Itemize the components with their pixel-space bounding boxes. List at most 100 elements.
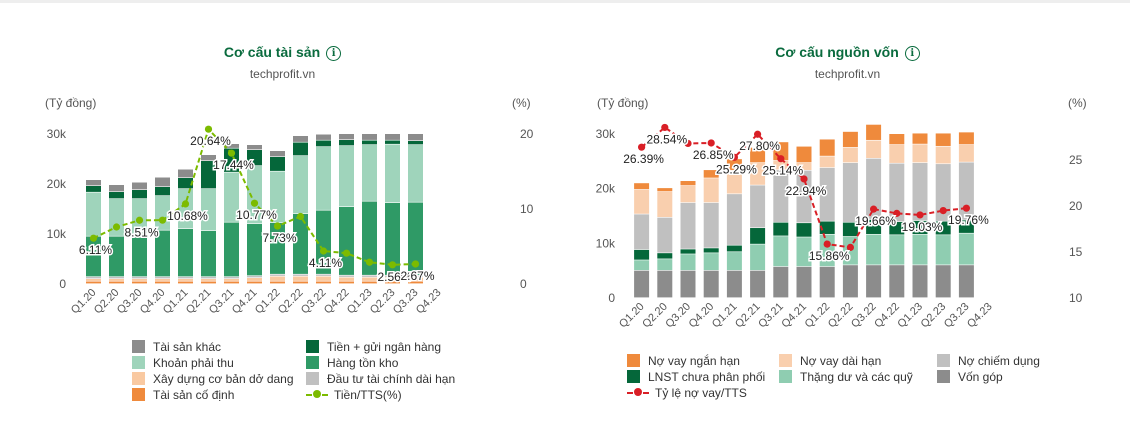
- left-tick-label: 20k: [596, 182, 616, 196]
- legend-swatch: [132, 340, 145, 353]
- bar-segment: [316, 147, 331, 210]
- bar-segment: [408, 277, 423, 281]
- bar-segment: [293, 142, 308, 156]
- bar-segment: [680, 185, 696, 203]
- bar-segment: [657, 270, 673, 298]
- bar-segment: [726, 194, 742, 245]
- legend-item[interactable]: Đầu tư tài chính dài hạn: [306, 372, 455, 386]
- legend-swatch: [132, 372, 145, 385]
- data-label: 27.80%: [739, 139, 780, 153]
- legend-item[interactable]: Tỷ lệ nợ vay/TTS: [627, 386, 747, 400]
- bar-segment: [796, 170, 812, 223]
- bar-segment: [408, 134, 423, 141]
- bar-segment: [362, 201, 377, 275]
- bar-segment: [86, 236, 101, 277]
- bar-segment: [842, 222, 858, 237]
- category-tick-label: Q1.22: [803, 301, 833, 331]
- bar-segment: [408, 275, 423, 277]
- bar-segment: [889, 163, 905, 222]
- legend-label: Tiền/TTS(%): [334, 388, 402, 402]
- left-tick-label: 30k: [47, 127, 67, 141]
- bar-segment: [958, 162, 974, 220]
- bar-segment: [247, 166, 262, 224]
- bar-segment: [680, 181, 696, 186]
- ratio-point: [89, 234, 98, 242]
- bar-segment: [362, 145, 377, 201]
- bar-segment: [634, 270, 650, 298]
- category-tick-label: Q2.23: [368, 287, 398, 317]
- bar-segment: [109, 199, 124, 236]
- bar-segment: [224, 144, 239, 148]
- legend-item[interactable]: Hàng tồn kho: [306, 356, 398, 370]
- bar-segment: [889, 144, 905, 163]
- bar-segment: [842, 147, 858, 163]
- category-tick-label: Q1.22: [253, 287, 283, 317]
- bar-segment: [339, 146, 354, 207]
- category-tick-label: Q3.22: [849, 301, 879, 331]
- bar-segment: [270, 274, 285, 276]
- legend-item[interactable]: Xây dựng cơ bản dở dang: [132, 372, 294, 386]
- legend-item[interactable]: Tài sản khác: [132, 340, 221, 354]
- ratio-point: [342, 249, 351, 257]
- bar-segment: [819, 234, 835, 267]
- category-tick-label: Q3.20: [115, 287, 145, 317]
- bar-segment: [385, 281, 400, 284]
- legend-label: Nợ chiếm dụng: [958, 354, 1040, 368]
- ratio-point: [227, 149, 236, 157]
- category-tick-label: Q3.22: [299, 287, 329, 317]
- legend-item[interactable]: LNST chưa phân phối: [627, 370, 765, 384]
- legend-label: Tỷ lệ nợ vay/TTS: [655, 386, 747, 400]
- legend-item[interactable]: Tiền/TTS(%): [306, 388, 402, 402]
- category-tick-label: Q3.23: [391, 287, 421, 317]
- legend-item[interactable]: Thặng dư và các quỹ: [779, 370, 913, 384]
- legend-item[interactable]: Tiền + gửi ngân hàng: [306, 340, 441, 354]
- info-icon[interactable]: i: [326, 46, 342, 61]
- bar-segment: [726, 159, 742, 171]
- bar-segment: [247, 281, 262, 284]
- bar-segment: [935, 164, 951, 221]
- data-label: 2.56%: [377, 270, 411, 284]
- bar-segment: [889, 222, 905, 235]
- left-tick-label: 0: [608, 291, 615, 305]
- bar-segment: [293, 136, 308, 142]
- bar-segment: [362, 281, 377, 284]
- legend-line-icon: [306, 388, 328, 401]
- bar-segment: [935, 235, 951, 265]
- legend-item[interactable]: Tài sản cố định: [132, 388, 234, 402]
- bar-segment: [293, 281, 308, 284]
- bar-segment: [178, 169, 193, 178]
- ratio-point: [730, 153, 738, 161]
- legend-item[interactable]: Nợ vay dài hạn: [779, 354, 881, 368]
- bar-segment: [270, 281, 285, 284]
- legend-item[interactable]: Khoản phải thu: [132, 356, 234, 370]
- panel-title: Cơ cấu tài sản i: [0, 44, 565, 61]
- legend-swatch: [627, 354, 640, 367]
- legend-item[interactable]: Nợ chiếm dụng: [937, 354, 1040, 368]
- asset-structure-panel: Cơ cấu tài sản i techprofit.vn (Tỷ đồng) (…: [0, 44, 565, 402]
- legend-item[interactable]: Nợ vay ngắn hạn: [627, 354, 740, 368]
- left-axis-unit: (Tỷ đồng): [45, 96, 96, 110]
- bar-segment: [155, 281, 170, 284]
- ratio-point: [365, 258, 374, 266]
- category-tick-label: Q2.20: [92, 287, 122, 317]
- bar-segment: [362, 277, 377, 281]
- bar-segment: [819, 167, 835, 221]
- ratio-point: [112, 223, 121, 231]
- ratio-point: [204, 125, 213, 133]
- bar-segment: [385, 140, 400, 144]
- bar-segment: [247, 276, 262, 278]
- bar-segment: [224, 279, 239, 281]
- legend-item[interactable]: Vốn góp: [937, 370, 1003, 384]
- capital-structure-panel: Cơ cấu nguồn vốn i techprofit.vn (Tỷ đồng…: [565, 0, 1130, 435]
- bar-segment: [703, 253, 719, 271]
- right-tick-label: 15: [1069, 245, 1083, 259]
- bar-segment: [680, 270, 696, 298]
- bar-segment: [866, 234, 882, 265]
- info-icon[interactable]: i: [904, 46, 920, 61]
- category-tick-label: Q2.21: [733, 301, 763, 331]
- bar-segment: [201, 281, 216, 284]
- bar-segment: [132, 279, 147, 281]
- bar-segment: [132, 190, 147, 199]
- bar-segment: [657, 188, 673, 192]
- bar-segment: [842, 162, 858, 222]
